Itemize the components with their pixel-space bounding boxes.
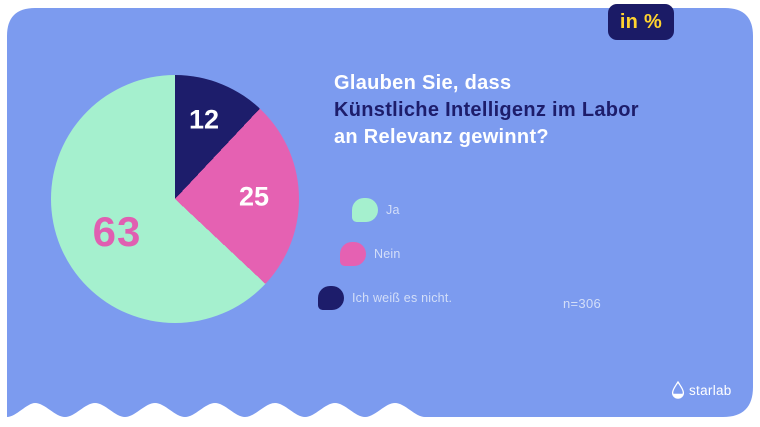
- pie-value-yes: 63: [92, 208, 142, 255]
- brand-logo: starlab: [671, 381, 732, 399]
- legend-swatch-dont-know-icon: [318, 286, 344, 310]
- chart-title-line2: Künstliche Intelligenz im Labor: [334, 99, 639, 121]
- chart-title: Glauben Sie, dass Künstliche Intelligenz…: [334, 70, 639, 151]
- legend-item-yes: Ja: [352, 198, 400, 222]
- legend-swatch-yes-icon: [352, 198, 378, 222]
- legend-label-dont-know: Ich weiß es nicht.: [352, 291, 453, 305]
- sample-size: n=306: [563, 296, 602, 311]
- unit-badge: in %: [608, 4, 674, 40]
- droplet-icon: [671, 381, 685, 399]
- chart-title-line1: Glauben Sie, dass: [334, 72, 512, 94]
- pie-value-dont-know: 12: [188, 104, 220, 135]
- brand-name: starlab: [689, 382, 732, 398]
- legend-swatch-no-icon: [340, 242, 366, 266]
- legend-item-dont-know: Ich weiß es nicht.: [318, 286, 452, 310]
- legend-item-no: Nein: [340, 242, 401, 266]
- pie-value-no: 25: [238, 181, 270, 212]
- legend-label-no: Nein: [374, 247, 401, 261]
- pie-chart: 12 25 63: [51, 75, 299, 323]
- chart-title-line3: an Relevanz gewinnt?: [334, 126, 549, 148]
- legend-label-yes: Ja: [386, 203, 400, 217]
- unit-badge-label: in %: [619, 10, 663, 33]
